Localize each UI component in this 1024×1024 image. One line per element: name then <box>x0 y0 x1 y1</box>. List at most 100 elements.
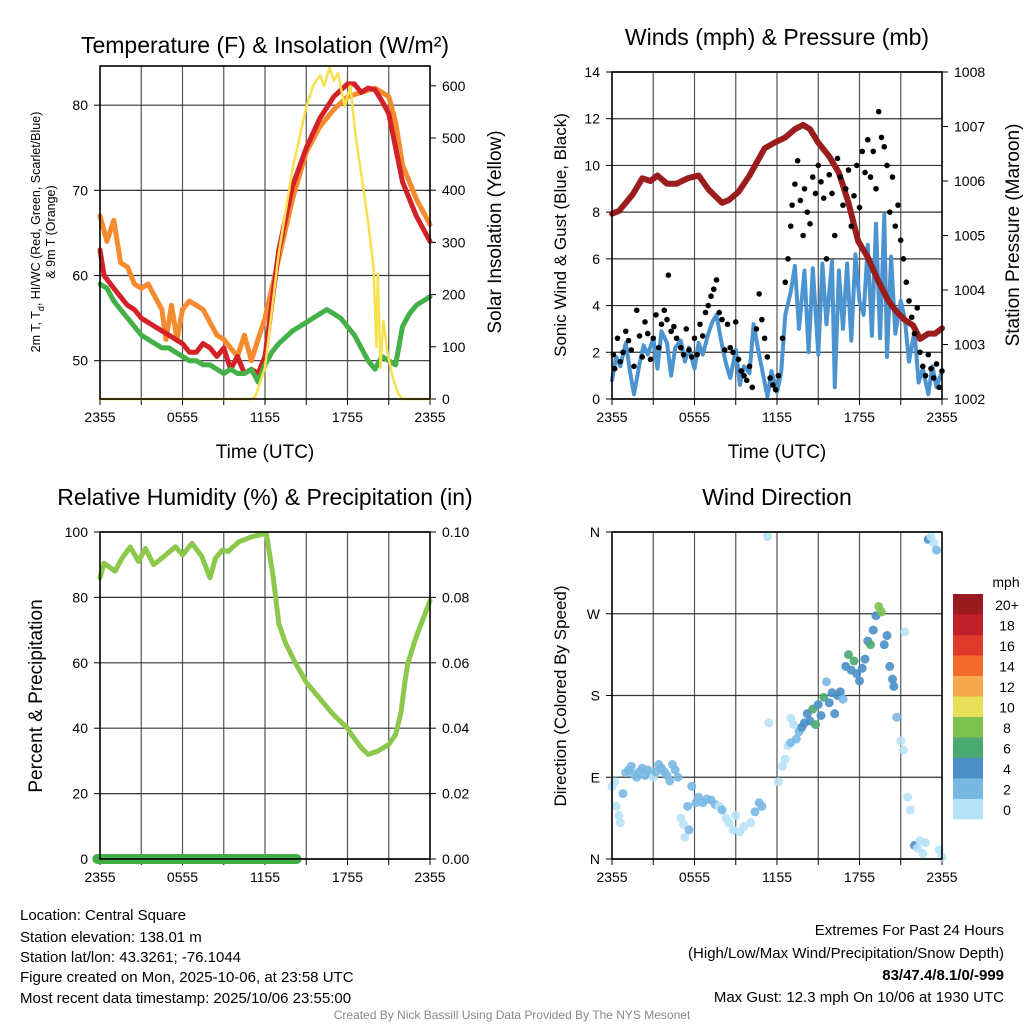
wind-direction-point <box>857 663 867 673</box>
wind-direction-point <box>900 627 910 637</box>
gust-point <box>694 351 701 358</box>
gust-point <box>764 354 771 360</box>
gust-point <box>829 190 835 197</box>
ylabel-subscript: d <box>36 306 46 311</box>
relative-humidity-line <box>97 532 433 757</box>
x-tick-label: 1755 <box>332 409 363 425</box>
gust-point <box>895 202 901 208</box>
legend-label: 18 <box>999 618 1015 634</box>
gust-point <box>738 368 745 374</box>
y-tick-label: W <box>587 606 601 622</box>
gust-point <box>688 354 695 360</box>
gust-point <box>782 279 789 286</box>
gust-point <box>611 365 618 372</box>
y-right-tick-label: 1006 <box>954 173 985 189</box>
gust-point <box>622 328 629 335</box>
y-right-tick-label: 1005 <box>954 228 985 244</box>
gust-point <box>749 384 756 391</box>
solar-insolation-line <box>98 66 432 401</box>
plot-area <box>607 532 947 862</box>
wind-direction-point <box>866 640 875 650</box>
gust-point <box>914 305 921 311</box>
gust-point <box>699 333 706 339</box>
gust-point <box>658 321 665 328</box>
wind-direction-point <box>892 712 902 722</box>
x-tick-label: 1755 <box>332 869 363 885</box>
x-tick-label: 2355 <box>926 869 957 885</box>
wind-direction-point <box>780 754 790 764</box>
x-tick-label: 2355 <box>84 869 115 885</box>
gust-point <box>908 314 915 321</box>
wind-direction-point <box>896 736 906 746</box>
gust-point <box>653 312 659 318</box>
wind-direction-point <box>739 821 749 831</box>
wind-direction-point <box>728 825 738 835</box>
gust-point <box>617 358 624 365</box>
y-right-tick-label: 100 <box>442 339 466 355</box>
y-right-tick-label: 200 <box>442 287 466 303</box>
gust-point <box>724 321 731 328</box>
gust-point <box>631 363 637 370</box>
gust-point <box>845 167 852 173</box>
gust-point <box>664 316 670 323</box>
gust-point <box>677 344 684 351</box>
ylabel-part: 2m T, T <box>29 311 43 353</box>
legend-label: 2 <box>1003 782 1011 798</box>
y-right-tick-label: 600 <box>442 78 466 94</box>
gust-point <box>719 316 725 323</box>
gust-point <box>794 157 801 164</box>
x-tick-label: 2355 <box>596 409 627 425</box>
legend-label: 6 <box>1003 741 1011 757</box>
gust-point <box>614 335 621 342</box>
gust-point <box>809 174 816 180</box>
gust-point <box>730 349 736 356</box>
wind-direction-point <box>811 720 820 730</box>
gust-point <box>925 351 932 358</box>
gust-point <box>834 155 841 162</box>
gust-point <box>933 361 940 367</box>
gust-point <box>665 272 672 279</box>
gust-point <box>881 143 888 150</box>
legend-swatch <box>953 799 983 820</box>
gust-point <box>842 185 849 192</box>
gust-point <box>919 363 926 370</box>
plot-frame <box>99 65 431 400</box>
y-tick-label: 40 <box>72 720 88 736</box>
y-tick-label: N <box>590 524 600 540</box>
wind-direction-point <box>670 765 680 775</box>
wind-direction-point <box>687 781 697 791</box>
gust-point <box>820 195 827 201</box>
gust-point <box>800 232 806 239</box>
wind-y-axis-label: Sonic Wind & Gust (Blue, Black) <box>551 113 570 357</box>
wind-direction-point <box>882 631 892 641</box>
wind-direction-point <box>879 640 889 650</box>
wind-direction-point <box>885 661 895 671</box>
gust-point <box>636 333 643 339</box>
gust-point <box>644 330 651 337</box>
wind-direction-point <box>877 607 886 617</box>
y-tick-label: N <box>590 851 600 867</box>
y-tick-label: 50 <box>72 353 88 369</box>
legend-label: 14 <box>999 659 1015 675</box>
y-right-tick-label: 1003 <box>954 337 985 353</box>
humidity-chart-title: Relative Humidity (%) & Precipitation (i… <box>57 484 472 510</box>
wind-direction-point <box>889 681 899 691</box>
legend-swatch <box>953 635 983 656</box>
y-tick-label: 80 <box>72 97 88 113</box>
station-pressure-line <box>609 121 945 342</box>
pressure-y-axis-label: Station Pressure (Maroon) <box>1003 124 1024 347</box>
gust-point <box>804 209 811 215</box>
wind-direction-chart-title: Wind Direction <box>702 484 852 510</box>
gust-point <box>671 323 677 330</box>
legend-swatch <box>953 655 983 676</box>
temperature-x-axis-label: Time (UTC) <box>216 442 315 463</box>
wind-direction-point <box>835 687 845 697</box>
legend-swatch <box>953 737 983 758</box>
gust-point <box>743 377 750 384</box>
wind-direction-point <box>929 538 939 548</box>
wind-direction-point <box>932 545 941 555</box>
humidity-y-axis-label: Percent & Precipitation <box>26 599 47 792</box>
wind-direction-point <box>888 674 897 684</box>
y-tick-label: 4 <box>592 298 600 314</box>
gust-point <box>873 185 879 192</box>
